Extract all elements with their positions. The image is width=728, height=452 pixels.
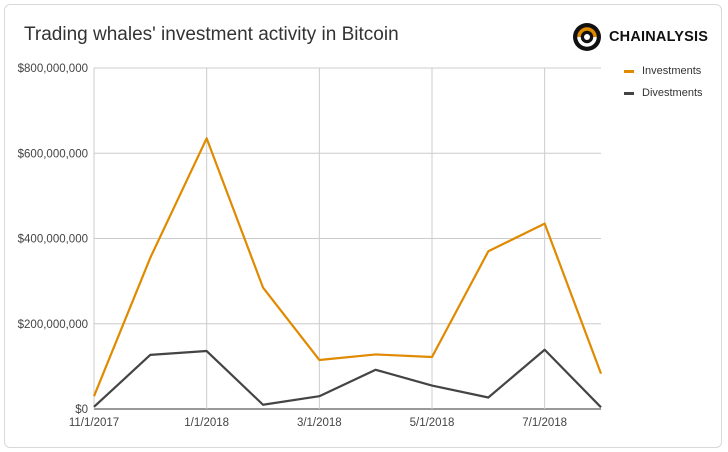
legend-swatch-divestments xyxy=(624,91,634,95)
x-tick-label: 7/1/2018 xyxy=(522,417,567,429)
legend: Investments Divestments xyxy=(624,60,703,104)
y-tick-label: $400,000,000 xyxy=(18,234,88,246)
legend-item-divestments: Divestments xyxy=(624,82,703,104)
legend-label-divestments: Divestments xyxy=(642,87,703,99)
y-tick-label: $0 xyxy=(75,404,88,416)
chart-frame xyxy=(4,4,722,448)
legend-item-investments: Investments xyxy=(624,60,703,82)
logo-text: CHAINALYSIS xyxy=(609,29,709,45)
y-tick-label: $200,000,000 xyxy=(18,319,88,331)
x-tick-label: 1/1/2018 xyxy=(184,417,229,429)
x-tick-label: 11/1/2017 xyxy=(69,417,119,429)
chart-title: Trading whales' investment activity in B… xyxy=(24,24,399,45)
series-line-divestments xyxy=(93,348,602,409)
series-line-investments xyxy=(92,137,603,397)
x-tick-label: 5/1/2018 xyxy=(410,417,455,429)
chainalysis-logo-icon xyxy=(573,23,601,51)
y-tick-label: $600,000,000 xyxy=(18,148,88,160)
legend-label-investments: Investments xyxy=(642,65,702,77)
y-tick-label: $800,000,000 xyxy=(18,63,88,75)
x-tick-label: 3/1/2018 xyxy=(297,417,342,429)
chainalysis-logo: CHAINALYSIS xyxy=(572,22,708,52)
legend-swatch-investments xyxy=(624,69,634,73)
